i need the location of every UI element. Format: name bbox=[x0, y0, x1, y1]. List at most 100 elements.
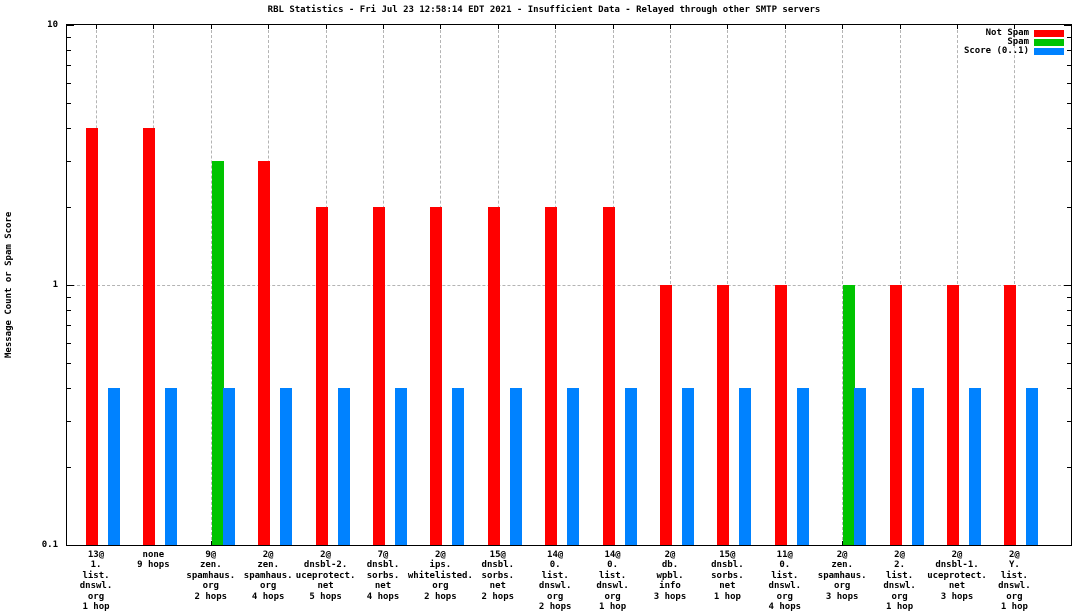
bar-not-spam bbox=[947, 285, 959, 545]
x-category-label-line: list. bbox=[1000, 570, 1028, 581]
bar-score-0-1 bbox=[280, 388, 293, 545]
x-category-label-line: 2. bbox=[894, 560, 906, 571]
x-tick-top bbox=[497, 25, 499, 29]
bar-not-spam bbox=[717, 285, 730, 545]
x-category-label: 14@ 0. list. dnswl. org 1 hop bbox=[567, 550, 659, 612]
y-tick-minor bbox=[1067, 160, 1071, 162]
x-category-label-line: 4 hops bbox=[768, 602, 802, 612]
bar-not-spam bbox=[545, 206, 558, 545]
y-tick-minor bbox=[1067, 325, 1071, 327]
x-tick-top bbox=[842, 25, 844, 29]
y-tick-major bbox=[67, 25, 74, 26]
legend-row: Score (0..1) bbox=[964, 46, 1064, 56]
y-tick-minor bbox=[1067, 388, 1071, 390]
legend-row: Spam bbox=[964, 37, 1064, 47]
x-category-label-line: org bbox=[432, 581, 449, 592]
x-category-label-line: 1 hop bbox=[82, 602, 110, 612]
y-tick-minor bbox=[1067, 206, 1071, 208]
x-tick-top bbox=[268, 25, 270, 29]
x-category-label-line: list. bbox=[771, 570, 799, 581]
y-tick-minor bbox=[67, 342, 71, 344]
x-category-label: 9@ zen. spamhaus. org 2 hops bbox=[165, 550, 257, 602]
x-category-label-line: 2 hops bbox=[481, 591, 515, 602]
bar-not-spam bbox=[487, 206, 500, 545]
x-category-label-line: uceprotect. bbox=[295, 570, 356, 581]
x-category-label-line: 11@ bbox=[776, 550, 793, 560]
y-tick-minor bbox=[67, 466, 71, 468]
x-category-label-line: 7@ bbox=[377, 550, 389, 560]
bar-not-spam bbox=[315, 206, 328, 545]
bar-score-0-1 bbox=[395, 388, 407, 545]
x-category-label: 2@ dnsbl-2. uceprotect. net 5 hops bbox=[280, 550, 372, 602]
y-tick-major bbox=[67, 285, 74, 286]
y-tick-minor bbox=[1067, 65, 1071, 67]
bar-score-0-1 bbox=[854, 388, 867, 545]
x-category-label-line: org bbox=[604, 591, 621, 602]
y-tick-minor bbox=[67, 50, 71, 52]
x-category-label-line: list. bbox=[886, 570, 914, 581]
x-category-label-line: 5 hops bbox=[309, 591, 342, 602]
bar-score-0-1 bbox=[509, 388, 522, 545]
x-category-label-line: 0. bbox=[779, 560, 791, 571]
x-category-label-line: 13@ bbox=[87, 550, 105, 560]
x-category-label-line: sorbs. bbox=[711, 570, 744, 581]
bar-not-spam bbox=[889, 285, 902, 545]
x-category-label-line: 1 hop bbox=[713, 591, 741, 602]
x-category-label-line: Y. bbox=[1008, 560, 1020, 571]
bar-not-spam bbox=[373, 206, 385, 545]
x-category-label-line: 2@ bbox=[664, 550, 676, 560]
x-category-label-line: 3 hops bbox=[825, 591, 859, 602]
y-tick-minor bbox=[1067, 342, 1071, 344]
bar-score-0-1 bbox=[337, 388, 350, 545]
x-category-label-line: 2@ bbox=[836, 550, 848, 560]
y-tick-minor bbox=[1067, 36, 1071, 38]
x-category-label-line: 0. bbox=[549, 560, 561, 571]
x-category-label-line: org bbox=[1006, 591, 1023, 602]
x-category-label: 15@ dnsbl. sorbs. net 1 hop bbox=[681, 550, 773, 602]
y-tick-minor bbox=[67, 206, 71, 208]
y-tick-minor bbox=[67, 310, 71, 312]
x-category-label-line: 1. bbox=[90, 560, 102, 571]
y-gridline bbox=[67, 285, 1071, 286]
x-category-label-line: db. bbox=[661, 560, 679, 571]
x-category-label-line: list. bbox=[541, 570, 569, 581]
bar-score-0-1 bbox=[624, 388, 637, 545]
x-category-label-line: zen. bbox=[831, 560, 854, 571]
x-category-label-line: 2@ bbox=[262, 550, 274, 560]
x-category-label-line: dnsbl. bbox=[481, 560, 515, 571]
x-category-label-line: dnsbl. bbox=[711, 560, 744, 571]
x-category-label-line: dnswl. bbox=[79, 581, 113, 592]
y-tick-minor bbox=[1067, 466, 1071, 468]
x-category-label: none 9 hops bbox=[107, 550, 199, 571]
x-category-label-line: net bbox=[719, 581, 736, 592]
x-category-label-line: dnsbl-2. bbox=[303, 560, 348, 571]
x-category-label: 2@ zen. spamhaus. org 3 hops bbox=[796, 550, 888, 602]
x-category-label: 2@ zen. spamhaus. org 4 hops bbox=[222, 550, 314, 602]
y-tick-minor bbox=[67, 296, 71, 298]
x-category-label: 2@ ips. whitelisted. org 2 hops bbox=[394, 550, 486, 602]
y-tick-minor bbox=[67, 103, 71, 105]
x-category-label-line: org bbox=[834, 581, 851, 592]
plot-area: Not Spam Spam Score (0..1) bbox=[66, 24, 1072, 546]
x-category-label-line: 3 hops bbox=[940, 591, 974, 602]
x-category-label: 15@ dnsbl. sorbs. net 2 hops bbox=[452, 550, 544, 602]
x-category-label-line: 15@ bbox=[719, 550, 736, 560]
x-category-label: 2@ Y. list. dnswl. org 1 hop bbox=[968, 550, 1060, 612]
x-category-label: 7@ dnsbl. sorbs. net 4 hops bbox=[337, 550, 429, 602]
y-tick-minor bbox=[67, 160, 71, 162]
x-category-label: 13@ 1. list. dnswl. org 1 hop bbox=[50, 550, 142, 612]
x-category-label-line: 0. bbox=[607, 560, 619, 571]
x-category-label-line: dnsbl-1. bbox=[935, 560, 979, 571]
legend-row: Not Spam bbox=[964, 28, 1064, 38]
x-category-label-line: org bbox=[547, 591, 564, 602]
x-tick-top bbox=[383, 25, 384, 29]
x-tick-top bbox=[612, 25, 614, 29]
x-category-label-line: list. bbox=[599, 570, 627, 581]
x-category-label-line: zen. bbox=[199, 560, 222, 571]
y-tick-minor bbox=[1067, 296, 1071, 298]
bar-score-0-1 bbox=[108, 388, 120, 545]
bar-spam bbox=[843, 285, 856, 545]
x-category-label-line: dnsbl. bbox=[366, 560, 400, 571]
y-tick-minor bbox=[1067, 363, 1071, 365]
x-category-label-line: 1 hop bbox=[1000, 602, 1028, 612]
